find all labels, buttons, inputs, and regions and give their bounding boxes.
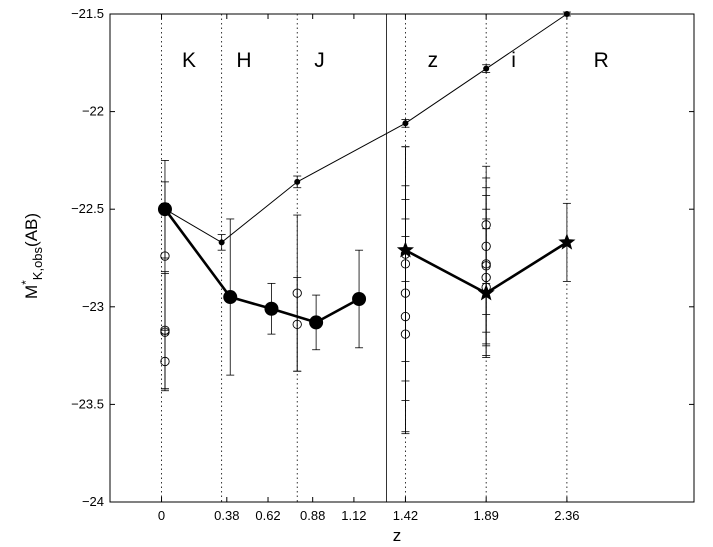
data-point xyxy=(483,65,490,72)
band-label: H xyxy=(236,49,251,72)
x-tick-label: 1.42 xyxy=(393,508,418,523)
band-label: i xyxy=(511,49,516,72)
data-point xyxy=(400,329,411,339)
y-axis-label-sub: K,obs xyxy=(30,246,45,280)
band-label: z xyxy=(428,49,439,72)
x-tick-label: 0.38 xyxy=(214,508,239,523)
y-tick-label: −24 xyxy=(82,494,104,509)
plot-frame xyxy=(109,13,695,503)
data-point xyxy=(218,239,225,246)
data-point xyxy=(481,220,491,230)
data-point xyxy=(160,356,170,367)
error-bar xyxy=(293,277,302,372)
x-tick-label: 0 xyxy=(158,508,165,523)
y-axis-label-sup: * xyxy=(19,280,33,285)
y-axis-label-suffix: (AB) xyxy=(22,213,41,247)
data-point xyxy=(481,272,491,283)
data-point xyxy=(292,288,302,298)
data-point xyxy=(481,282,491,292)
y-axis-label: M*K,obs(AB) xyxy=(19,213,45,299)
x-tick-label: 0.62 xyxy=(255,508,280,523)
data-point xyxy=(264,301,279,316)
data-point xyxy=(292,319,302,330)
band-label: R xyxy=(594,49,609,72)
y-tick-label: −23 xyxy=(82,299,104,314)
error-bar xyxy=(160,333,169,390)
data-point xyxy=(558,233,576,250)
data-point xyxy=(402,120,409,127)
x-tick-label: 2.36 xyxy=(554,508,579,523)
data-point xyxy=(309,315,324,330)
error-bar xyxy=(401,236,410,433)
data-point xyxy=(294,178,301,185)
plot-border xyxy=(109,13,695,503)
series-line xyxy=(164,13,568,244)
x-tick-label: 0.88 xyxy=(300,508,325,523)
series-large-dot xyxy=(157,159,367,376)
data-point xyxy=(400,249,411,259)
band-dividers xyxy=(161,14,568,502)
y-axis-label-main: M xyxy=(22,285,41,299)
y-tick-label: −23.5 xyxy=(71,396,104,411)
y-tick-label: −22 xyxy=(82,104,104,119)
data-point xyxy=(352,291,367,306)
error-bar xyxy=(482,218,491,357)
series-open-circle xyxy=(160,146,491,435)
band-label: J xyxy=(314,49,325,72)
data-series xyxy=(157,11,576,435)
series-small-dot xyxy=(160,11,571,251)
y-tick-label: −22.5 xyxy=(71,201,104,216)
data-point xyxy=(160,327,170,337)
y-tick-label: −21.5 xyxy=(71,6,104,21)
data-point xyxy=(481,261,491,271)
data-point xyxy=(400,288,411,298)
x-axis-label: z xyxy=(393,526,402,545)
data-point xyxy=(400,259,411,269)
data-point xyxy=(160,251,170,261)
x-tick-label: 1.12 xyxy=(341,508,366,523)
axes: z M*K,obs(AB) 0 0.38 0.62 0.88 1.12 1.42 1.89 2… xyxy=(19,6,694,545)
data-point xyxy=(481,241,491,251)
data-point xyxy=(400,311,411,322)
band-label: K xyxy=(182,49,196,72)
x-tick-label: 1.89 xyxy=(474,508,499,523)
data-point xyxy=(223,290,238,305)
